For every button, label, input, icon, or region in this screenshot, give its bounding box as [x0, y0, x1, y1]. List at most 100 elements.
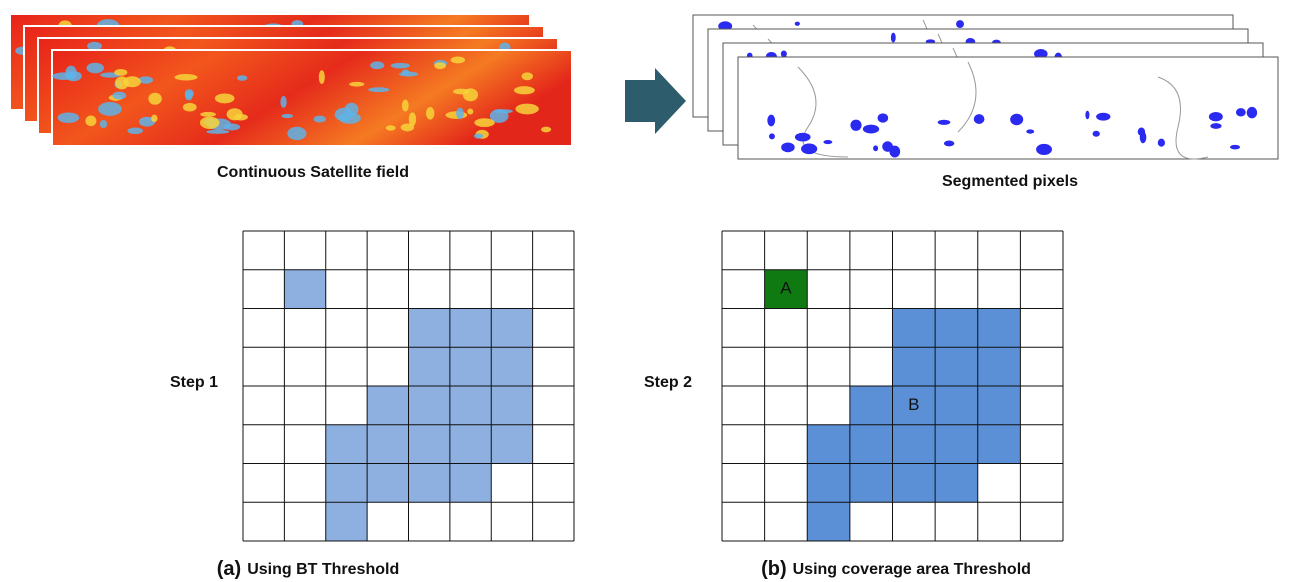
cloud-cell — [893, 464, 936, 503]
satellite-stack — [10, 14, 572, 146]
cloud — [386, 125, 396, 130]
cloud-cell — [450, 309, 491, 348]
cloud — [174, 74, 197, 80]
cloud-cell — [978, 425, 1021, 464]
cloud — [200, 112, 216, 117]
segment — [781, 142, 795, 152]
cloud-cell — [491, 425, 532, 464]
cloud — [148, 93, 161, 105]
cloud-cell — [491, 347, 532, 386]
cloud — [515, 104, 538, 115]
caption-text: Using coverage area Threshold — [793, 561, 1031, 578]
segment — [1085, 111, 1089, 120]
segment — [974, 114, 985, 124]
cloud — [426, 107, 434, 120]
segment — [863, 125, 879, 134]
cloud — [541, 127, 551, 133]
cloud — [514, 86, 535, 94]
cloud — [349, 82, 364, 87]
caption: (a)Using BT Threshold — [217, 558, 399, 580]
cloud — [401, 123, 414, 131]
segment — [1096, 113, 1110, 121]
cloud — [391, 63, 410, 69]
cloud — [215, 93, 235, 103]
cloud-cell — [935, 347, 978, 386]
right-caption: Segmented pixels — [942, 173, 1078, 190]
segment — [795, 133, 811, 142]
caption-tag: (b) — [761, 558, 787, 580]
left-caption: Continuous Satellite field — [217, 164, 409, 181]
cloud — [98, 102, 122, 116]
cloud — [451, 57, 465, 64]
cloud — [112, 92, 126, 100]
cloud-cell — [326, 502, 367, 541]
cloud — [467, 109, 473, 115]
segment — [944, 141, 954, 147]
segment — [1209, 112, 1223, 121]
cloud-cell — [450, 425, 491, 464]
figure: Continuous Satellite field Segmented pix… — [0, 0, 1302, 582]
cloud — [368, 87, 389, 92]
segment — [1158, 139, 1165, 147]
cloud-cell — [978, 347, 1021, 386]
cloud-cell — [893, 347, 936, 386]
arrow — [625, 68, 686, 134]
cloud — [224, 124, 240, 131]
step-label: Step 2 — [644, 374, 692, 391]
cloud-cell — [491, 386, 532, 425]
page: {"top": {"left_caption": "Continuous Sat… — [0, 0, 1302, 582]
cloud — [281, 114, 293, 118]
segmented-stack — [693, 15, 1278, 159]
segment — [1010, 114, 1023, 126]
cloud-cell — [935, 309, 978, 348]
cloud-cell — [409, 386, 450, 425]
cloud-cell — [935, 425, 978, 464]
pixel-grid: AB — [722, 231, 1063, 541]
cloud-cell — [807, 425, 850, 464]
cell-label: A — [780, 279, 792, 298]
cloud — [123, 76, 141, 87]
cloud-cell — [367, 464, 408, 503]
segment — [1093, 131, 1100, 137]
cloud-cell — [409, 425, 450, 464]
cloud — [319, 70, 325, 84]
cloud — [287, 127, 306, 140]
cloud — [434, 62, 446, 69]
segment — [767, 115, 775, 127]
segment — [938, 120, 951, 125]
cloud-cell — [450, 464, 491, 503]
cloud — [100, 120, 107, 128]
cloud-cell — [850, 425, 893, 464]
cloud-cell — [367, 425, 408, 464]
segment — [1026, 129, 1034, 133]
cloud-cell — [893, 425, 936, 464]
pixel-grid — [243, 231, 574, 541]
cloud — [227, 108, 243, 120]
cloud — [280, 96, 286, 108]
cloud — [456, 108, 464, 119]
cloud — [314, 116, 326, 123]
cloud — [474, 118, 494, 127]
cloud — [58, 112, 80, 123]
segment — [891, 33, 896, 43]
cloud — [474, 133, 483, 138]
cloud-cell — [450, 347, 491, 386]
segment — [1140, 132, 1147, 144]
cloud-cell — [326, 464, 367, 503]
cloud-cell — [850, 464, 893, 503]
cloud-cell — [491, 309, 532, 348]
cloud-cell — [284, 270, 325, 309]
segment — [878, 113, 889, 122]
segment — [873, 145, 878, 151]
cloud — [402, 100, 409, 112]
cloud-cell — [850, 386, 893, 425]
segment — [882, 141, 893, 152]
cloud — [183, 103, 197, 112]
segment — [850, 120, 861, 131]
caption-tag: (a) — [217, 558, 241, 580]
segment — [1210, 123, 1221, 129]
segment — [956, 20, 964, 28]
cloud — [206, 130, 229, 134]
caption: (b) Using coverage area Threshold — [761, 558, 1031, 580]
cloud — [200, 117, 220, 129]
